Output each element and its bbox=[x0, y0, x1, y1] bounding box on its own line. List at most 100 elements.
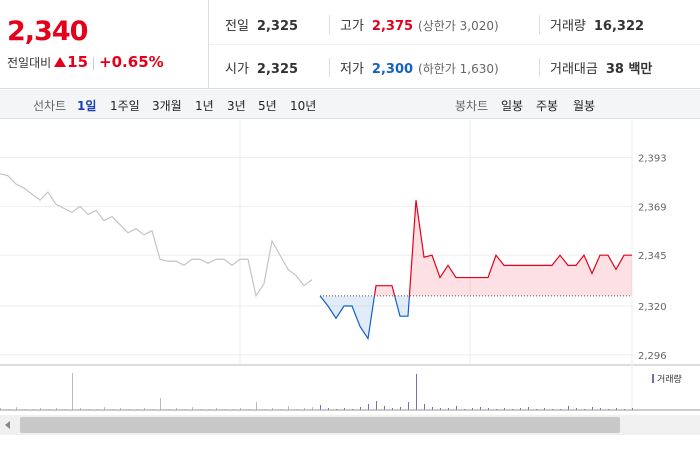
volume-bar bbox=[616, 408, 617, 410]
volume-bar bbox=[448, 408, 449, 410]
volume-bar bbox=[488, 408, 489, 410]
volume-bar bbox=[16, 407, 17, 410]
chart: 2,296 2,320 2,345 2,369 2,393 거래량 bbox=[0, 120, 700, 411]
volume-bar bbox=[632, 408, 633, 410]
volume-bar bbox=[576, 408, 577, 410]
tab[interactable]: 5년 bbox=[258, 99, 277, 113]
y-tick-label: 2,369 bbox=[638, 202, 667, 213]
volume-bar bbox=[312, 407, 313, 410]
volume-bar bbox=[0, 408, 1, 410]
tab[interactable]: 일봉 bbox=[501, 99, 524, 113]
stat-label: 거래량 bbox=[550, 19, 586, 34]
up-icon bbox=[54, 57, 67, 67]
volume-bar bbox=[304, 408, 305, 410]
stat-value: 2,325 bbox=[256, 19, 299, 34]
stat-value: 2,325 bbox=[256, 62, 299, 77]
tab[interactable]: 1년 bbox=[195, 99, 214, 113]
y-tick-label: 2,296 bbox=[638, 351, 667, 362]
area-up bbox=[320, 200, 632, 296]
stat: 전일 2,325 bbox=[225, 15, 298, 34]
volume-bar bbox=[360, 407, 361, 410]
volume-bar bbox=[440, 408, 441, 410]
volume-bar bbox=[192, 407, 193, 410]
volume-bar bbox=[344, 408, 345, 410]
stat-value: 2,375 bbox=[371, 19, 414, 34]
tab[interactable]: 1일 bbox=[77, 99, 97, 113]
stat-label: 고가 bbox=[340, 19, 364, 34]
stat-label: 전일 bbox=[225, 19, 249, 34]
change-value: 15 bbox=[67, 53, 89, 71]
volume-bar bbox=[480, 407, 481, 410]
volume-bar bbox=[392, 408, 393, 410]
stat-value: 2,300 bbox=[371, 62, 414, 77]
stat: 거래량 16,322 bbox=[539, 15, 644, 34]
volume-bar bbox=[544, 408, 545, 410]
volume-bar bbox=[408, 402, 409, 410]
legend-swatch bbox=[652, 374, 654, 383]
tab[interactable]: 1주일 bbox=[110, 99, 140, 113]
volume-bar bbox=[288, 406, 289, 410]
stat-extra: (하한가 1,630) bbox=[418, 62, 499, 76]
price: 2,340 bbox=[7, 16, 88, 47]
tab[interactable]: 월봉 bbox=[573, 99, 596, 113]
volume-bar bbox=[80, 408, 81, 410]
volume-bar bbox=[40, 408, 41, 410]
stat-extra: (상한가 3,020) bbox=[418, 19, 499, 33]
y-tick-label: 2,320 bbox=[638, 302, 667, 313]
volume-bar bbox=[472, 408, 473, 410]
volume-bar bbox=[56, 408, 57, 410]
stat: 고가 2,375 (상한가 3,020) bbox=[329, 15, 499, 34]
area-down bbox=[320, 295, 410, 339]
stats: 전일 2,325 고가 2,375 (상한가 3,020) 거래량 16,322 시가 2,32… bbox=[209, 0, 700, 88]
stat-label: 저가 bbox=[340, 62, 364, 77]
volume-bar bbox=[256, 402, 257, 410]
volume-bar bbox=[240, 408, 241, 410]
price-line bbox=[0, 173, 313, 298]
change-pct: +0.65% bbox=[99, 53, 164, 71]
volume-bar bbox=[592, 407, 593, 410]
volume-bar bbox=[416, 374, 417, 410]
stat: 시가 2,325 bbox=[225, 58, 298, 77]
tab[interactable]: 10년 bbox=[290, 99, 317, 113]
y-tick-label: 2,393 bbox=[638, 154, 667, 165]
volume-bar bbox=[144, 408, 145, 410]
scrollbar[interactable] bbox=[0, 415, 700, 435]
volume-bar bbox=[160, 398, 161, 410]
change: 전일대비 15 +0.65% bbox=[7, 53, 164, 71]
tab-label: 선차트 bbox=[33, 99, 67, 113]
tab[interactable]: 3년 bbox=[227, 99, 246, 113]
volume-bar bbox=[176, 408, 177, 410]
volume-bar bbox=[368, 404, 369, 410]
volume-bar bbox=[72, 373, 73, 410]
volume-bar bbox=[120, 408, 121, 410]
stat: 거래대금 38 백만 bbox=[539, 58, 652, 77]
tab-label: 봉차트 bbox=[455, 99, 489, 113]
volume-bar bbox=[320, 405, 321, 410]
price-line bbox=[319, 295, 411, 341]
tab[interactable]: 3개월 bbox=[152, 99, 182, 113]
volume-bar bbox=[600, 408, 601, 410]
volume-bar bbox=[400, 407, 401, 410]
volume-bar bbox=[216, 408, 217, 410]
stat: 저가 2,300 (하한가 1,630) bbox=[329, 58, 499, 77]
y-tick-label: 2,345 bbox=[638, 251, 667, 262]
price-line bbox=[319, 200, 632, 296]
volume-bar bbox=[376, 401, 377, 410]
stat-label: 거래대금 bbox=[550, 62, 598, 77]
stat-value: 38 백만 bbox=[605, 62, 653, 77]
volume-bar bbox=[456, 406, 457, 410]
volume-bar bbox=[520, 408, 521, 410]
volume-bar bbox=[528, 407, 529, 410]
stat-value: 16,322 bbox=[593, 19, 645, 34]
volume-bar bbox=[504, 408, 505, 410]
volume-bar bbox=[328, 408, 329, 410]
tab[interactable]: 주봉 bbox=[536, 99, 559, 113]
scroll-thumb[interactable] bbox=[20, 417, 620, 433]
change-label: 전일대비 bbox=[7, 56, 52, 70]
summary: 2,340 전일대비 15 +0.65% 전일 2,325 고가 2,375 (상한가 3,… bbox=[0, 0, 700, 89]
price-box: 2,340 전일대비 15 +0.65% bbox=[0, 0, 209, 88]
volume-bar bbox=[104, 407, 105, 410]
volume-bar bbox=[384, 406, 385, 410]
volume-bar bbox=[424, 404, 425, 410]
